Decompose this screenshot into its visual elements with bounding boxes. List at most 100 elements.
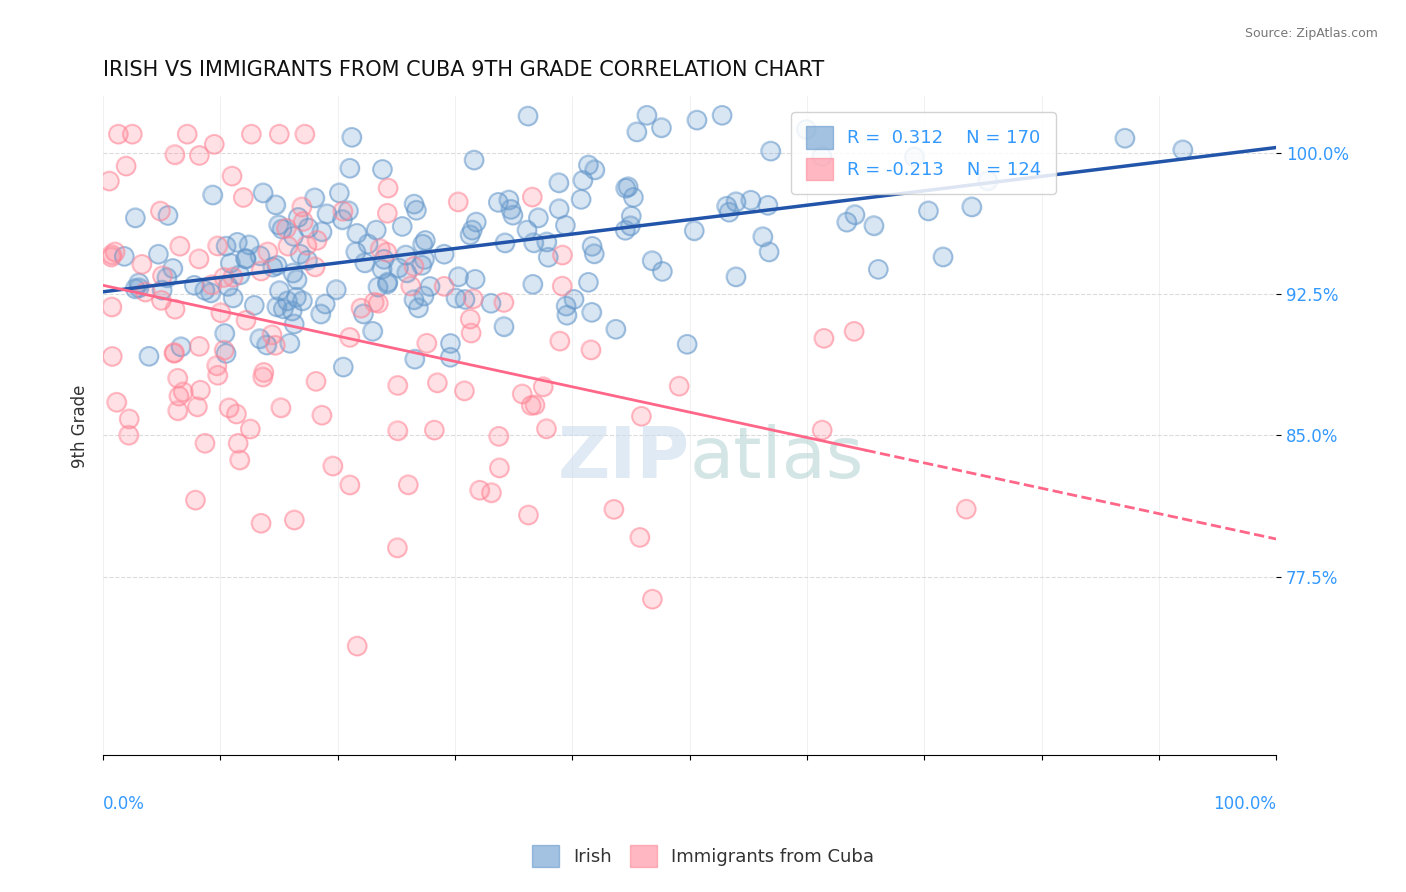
Point [603, 502, 626, 516]
Point [581, 239, 603, 253]
Point [488, 460, 510, 475]
Point [311, 408, 333, 422]
Point [253, 366, 276, 380]
Point [316, 207, 339, 221]
Point [581, 239, 603, 253]
Point [232, 190, 254, 204]
Point [502, 208, 524, 222]
Point [751, 229, 773, 244]
Point [112, 249, 135, 263]
Point [148, 247, 170, 261]
Point [863, 219, 886, 233]
Point [297, 220, 319, 235]
Point [387, 378, 409, 392]
Point [377, 277, 399, 291]
Point [163, 302, 186, 317]
Point [454, 293, 477, 307]
Point [367, 296, 389, 310]
Point [453, 384, 475, 398]
Point [628, 530, 651, 544]
Point [569, 193, 592, 207]
Point [163, 346, 186, 360]
Point [162, 261, 184, 276]
Point [219, 256, 242, 270]
Point [626, 125, 648, 139]
Point [796, 122, 818, 136]
Point [283, 513, 305, 527]
Point [276, 221, 298, 235]
Point [273, 301, 295, 316]
Point [226, 436, 249, 450]
Point [581, 305, 603, 319]
Point [453, 384, 475, 398]
Point [100, 300, 122, 314]
Point [571, 173, 593, 187]
Point [423, 423, 446, 437]
Point [439, 336, 461, 351]
Point [121, 127, 143, 141]
Point [605, 322, 627, 336]
Point [367, 280, 389, 294]
Point [387, 424, 409, 438]
Point [412, 237, 434, 252]
Point [311, 225, 333, 239]
Point [350, 301, 373, 315]
Point [404, 352, 426, 367]
Point [464, 272, 486, 286]
Point [842, 324, 865, 338]
Point [464, 272, 486, 286]
Point [463, 153, 485, 167]
Point [367, 280, 389, 294]
Point [408, 301, 430, 315]
Point [419, 279, 441, 293]
Point [481, 485, 503, 500]
Point [281, 303, 304, 318]
Point [194, 283, 217, 297]
Point [169, 239, 191, 253]
Point [207, 239, 229, 253]
Point [339, 161, 361, 176]
Point [412, 237, 434, 252]
Point [510, 387, 533, 401]
Point [605, 322, 627, 336]
Point [214, 326, 236, 341]
Point [579, 343, 602, 357]
Point [811, 149, 834, 163]
Point [460, 326, 482, 340]
Point [328, 186, 350, 200]
Point [128, 281, 150, 295]
Point [1114, 131, 1136, 145]
Point [235, 252, 257, 266]
Point [340, 130, 363, 145]
Point [287, 211, 309, 225]
Point [413, 234, 436, 248]
Point [387, 378, 409, 392]
Point [811, 423, 834, 437]
Point [107, 127, 129, 141]
Point [523, 398, 546, 412]
Point [636, 108, 658, 122]
Point [249, 332, 271, 346]
Point [150, 293, 173, 308]
Point [235, 252, 257, 266]
Point [205, 359, 228, 373]
Point [200, 285, 222, 300]
Point [291, 293, 314, 308]
Point [399, 279, 422, 293]
Point [350, 301, 373, 315]
Point [184, 493, 207, 508]
Point [131, 257, 153, 271]
Point [361, 324, 384, 338]
Point [375, 206, 398, 220]
Point [516, 109, 538, 123]
Point [353, 256, 375, 270]
Point [240, 127, 263, 141]
Point [555, 308, 578, 322]
Point [276, 293, 298, 308]
Point [271, 222, 294, 236]
Point [387, 541, 409, 555]
Point [405, 203, 427, 218]
Point [194, 436, 217, 450]
Point [98, 174, 121, 188]
Point [391, 219, 413, 234]
